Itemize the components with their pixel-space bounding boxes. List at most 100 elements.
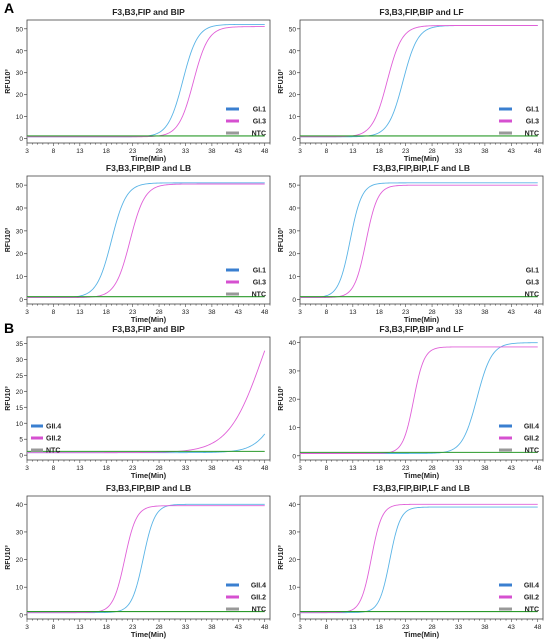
y-tick-label: 50 [16,183,24,190]
x-tick-label: 13 [76,148,84,155]
x-tick-label: 3 [25,309,29,316]
plot-frame [299,495,544,620]
x-tick-label: 13 [76,465,84,472]
legend-label: GII.2 [524,595,539,602]
x-tick-label: 28 [428,309,436,316]
x-tick-label: 3 [298,465,302,472]
x-tick-label: 38 [208,148,216,155]
plot-frame [26,495,271,620]
x-tick-label: 13 [349,624,357,631]
x-tick-label: 3 [298,624,302,631]
chart-title: F3,B3,FIP and BIP [112,7,185,17]
y-tick-label: 50 [289,26,297,33]
x-tick-label: 23 [402,465,410,472]
y-tick-label: 20 [16,92,24,99]
chart-title: F3,B3,FIP and BIP [112,324,185,334]
x-axis-label: Time(Min) [131,315,167,324]
x-tick-label: 28 [155,148,163,155]
x-tick-label: 43 [508,624,516,631]
x-tick-label: 23 [129,309,137,316]
series-line [27,26,265,138]
x-tick-label: 33 [455,309,463,316]
legend-label: GII.4 [46,424,61,431]
legend-label: GII.4 [524,583,539,590]
y-tick-label: 40 [16,48,24,55]
x-tick-label: 48 [261,309,269,316]
y-tick-label: 0 [292,612,296,619]
y-tick-label: 10 [289,114,297,121]
x-axis-label: Time(Min) [404,630,440,639]
legend-label: GI.3 [526,119,539,126]
x-tick-label: 33 [182,624,190,631]
legend-label: GII.2 [251,595,266,602]
x-axis-label: Time(Min) [404,154,440,163]
legend-label: NTC [252,292,266,299]
legend-label: NTC [252,607,266,614]
series-line [300,184,538,299]
y-axis-label: RFU10³ [5,386,12,411]
x-tick-label: 8 [325,624,329,631]
y-tick-label: 30 [289,529,297,536]
y-axis-label: RFU10³ [278,69,285,94]
series-line [27,183,265,299]
series-line [300,503,538,614]
legend-label: GI.1 [253,268,266,275]
y-tick-label: 30 [16,357,24,364]
x-tick-label: 43 [508,309,516,316]
y-tick-label: 0 [19,612,23,619]
x-tick-label: 3 [298,309,302,316]
y-tick-label: 20 [289,397,297,404]
x-tick-label: 48 [534,309,542,316]
y-tick-label: 0 [292,297,296,304]
legend-label: GII.4 [524,424,539,431]
legend-label: GI.3 [253,280,266,287]
x-tick-label: 13 [76,309,84,316]
x-tick-label: 28 [428,465,436,472]
y-tick-label: 10 [16,585,24,592]
series-line [300,182,538,299]
legend-label: NTC [252,131,266,138]
x-tick-label: 3 [25,465,29,472]
chart-title: F3,B3,FIP,BIP and LF [379,324,463,334]
y-tick-label: 5 [19,437,23,444]
x-tick-label: 3 [298,148,302,155]
series-line [27,350,266,454]
x-tick-label: 38 [481,624,489,631]
y-tick-label: 15 [16,405,24,412]
y-tick-label: 10 [289,274,297,281]
x-axis-label: Time(Min) [404,471,440,480]
plot-frame [299,19,544,144]
x-tick-label: 38 [208,465,216,472]
y-tick-label: 20 [289,557,297,564]
y-tick-label: 50 [16,26,24,33]
y-tick-label: 0 [19,136,23,143]
legend-label: GI.1 [526,107,539,114]
y-tick-label: 0 [292,453,296,460]
x-tick-label: 8 [52,465,56,472]
y-tick-label: 20 [16,389,24,396]
y-tick-label: 30 [289,368,297,375]
x-tick-label: 23 [129,624,137,631]
y-axis-label: RFU10³ [278,386,285,411]
x-tick-label: 38 [208,624,216,631]
plot-frame [26,336,271,461]
x-tick-label: 3 [25,148,29,155]
x-tick-label: 48 [534,624,542,631]
x-tick-label: 43 [508,465,516,472]
y-tick-label: 30 [16,228,24,235]
legend-label: NTC [46,448,60,455]
x-tick-label: 33 [455,624,463,631]
x-tick-label: 38 [481,465,489,472]
x-tick-label: 28 [155,309,163,316]
legend-label: NTC [525,292,539,299]
x-tick-label: 48 [261,624,269,631]
x-tick-label: 23 [402,624,410,631]
y-tick-label: 40 [16,502,24,509]
